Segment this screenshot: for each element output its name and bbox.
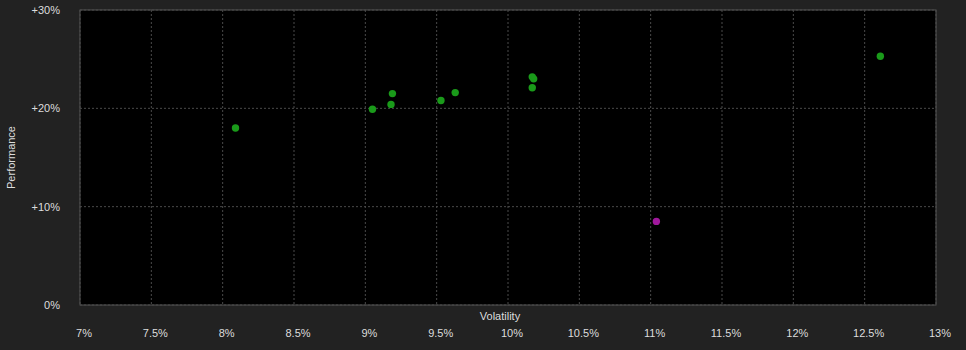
point [389, 90, 396, 97]
grid [80, 10, 936, 305]
grid-line [365, 10, 366, 305]
x-tick-label: 7.5% [143, 327, 168, 339]
x-tick-label: 8% [219, 327, 235, 339]
point [530, 75, 537, 82]
grid-line [151, 10, 152, 305]
x-tick-label: 12% [786, 327, 808, 339]
x-tick-label: 12.5% [853, 327, 884, 339]
y-tick-label: +20% [32, 102, 61, 114]
y-tick-label: 0% [44, 299, 60, 311]
x-tick-label: 13% [929, 327, 951, 339]
x-tick-label: 10.5% [568, 327, 599, 339]
x-tick-label: 10% [501, 327, 523, 339]
grid-line [222, 10, 223, 305]
points [232, 53, 884, 226]
point [877, 53, 884, 60]
grid-line [864, 10, 865, 305]
grid-line [80, 10, 81, 305]
point [232, 124, 239, 131]
x-tick-label: 7% [76, 327, 92, 339]
x-tick-label: 11% [644, 327, 665, 339]
grid-line [436, 10, 437, 305]
y-axis-label: Performance [5, 126, 17, 189]
x-tick-label: 9% [361, 327, 377, 339]
x-tick-label: 11.5% [711, 327, 742, 339]
x-axis-label: Volatility [480, 310, 521, 322]
grid-line [936, 10, 937, 305]
grid-line [579, 10, 580, 305]
grid-line [650, 10, 651, 305]
point [369, 106, 376, 113]
x-tick-label: 8.5% [285, 327, 310, 339]
point [653, 218, 660, 225]
y-tick-label: +10% [32, 201, 61, 213]
background [0, 0, 966, 350]
point [529, 84, 536, 91]
grid-line [793, 10, 794, 305]
grid-line [508, 10, 509, 305]
point [387, 101, 394, 108]
point [437, 97, 444, 104]
grid-line [294, 10, 295, 305]
point [452, 89, 459, 96]
chart: 0% +10% +20% +30% 7% 7.5% 8% 8.5% 9% 9.5% 10% 10.5%… [0, 0, 966, 350]
y-tick-label: +30% [32, 4, 61, 16]
x-tick-label: 9.5% [428, 327, 453, 339]
grid-line [722, 10, 723, 305]
plot-area [80, 10, 936, 305]
